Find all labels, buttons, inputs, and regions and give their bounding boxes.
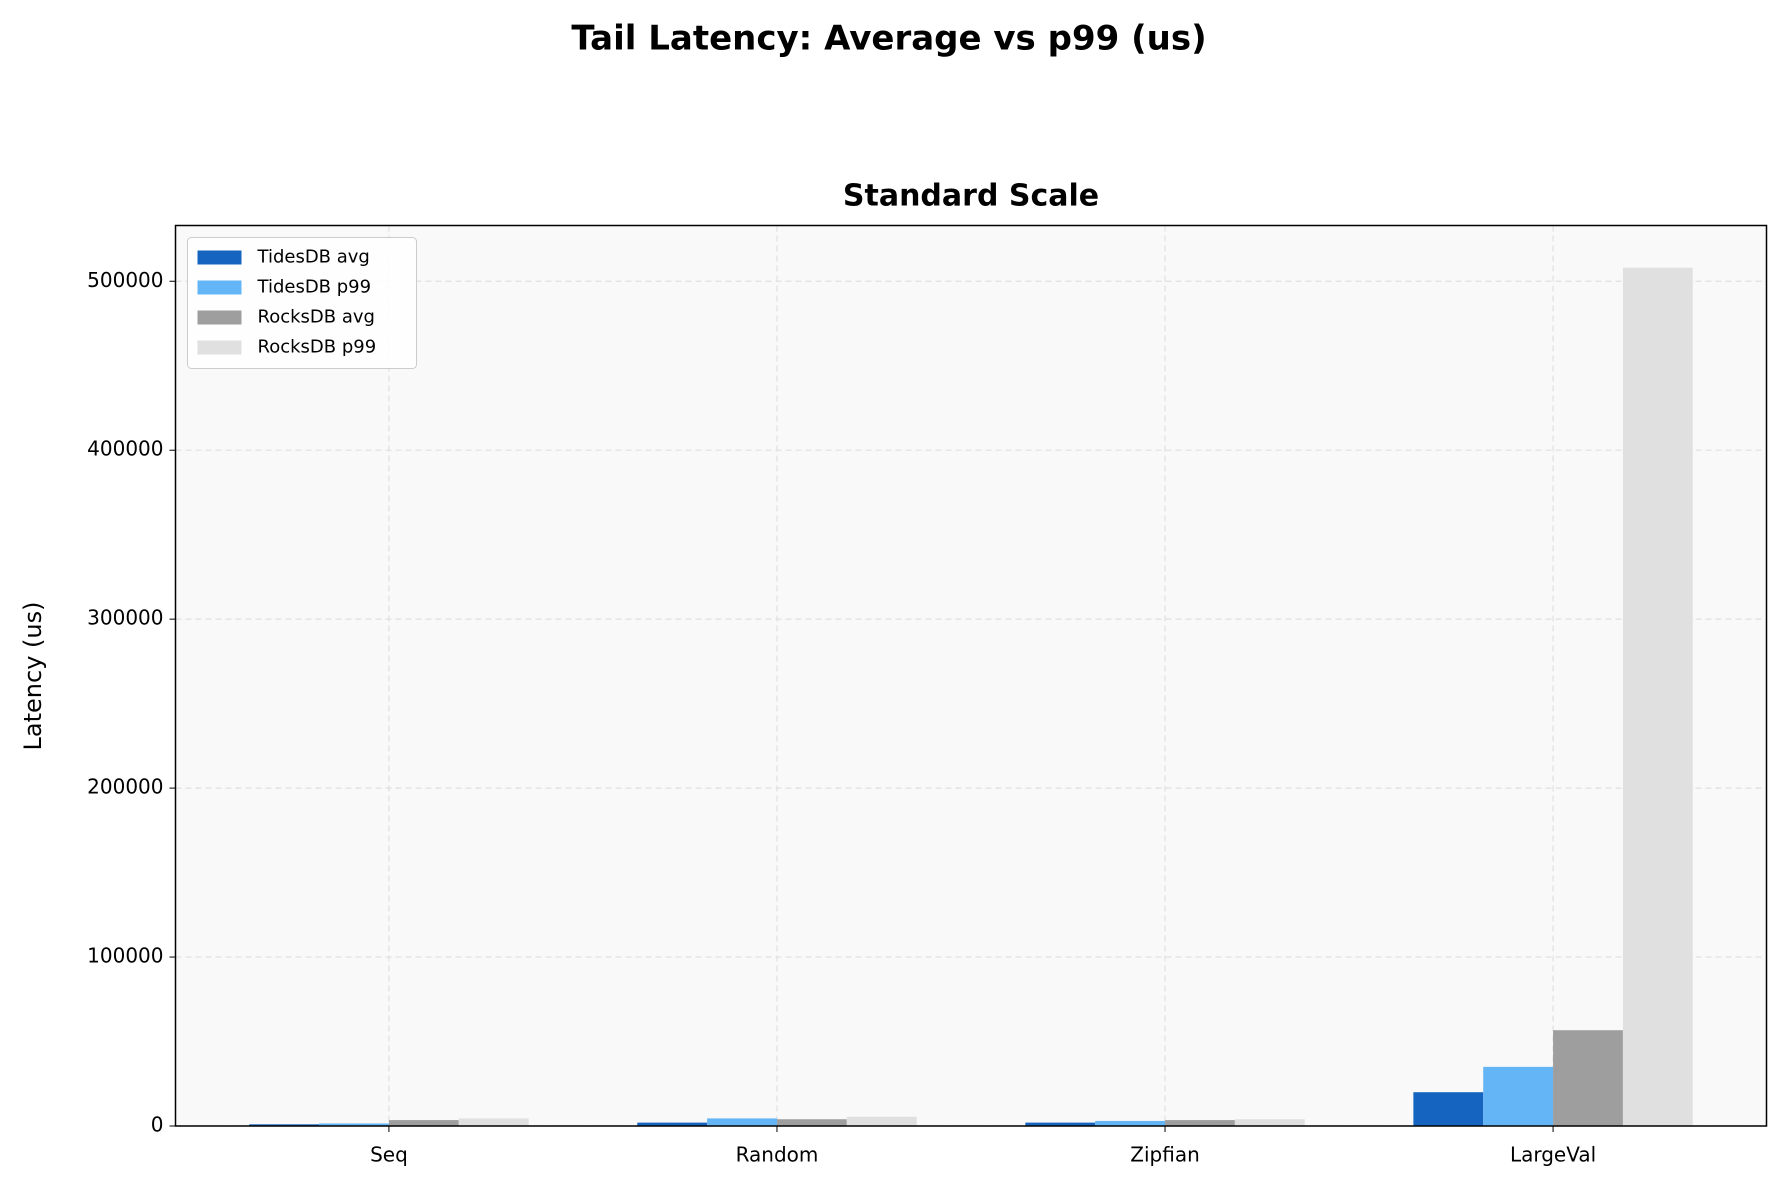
y-tick-label: 0 <box>151 1113 164 1137</box>
bar <box>1025 1122 1096 1126</box>
bar <box>319 1123 389 1126</box>
x-tick-label: Seq <box>370 1143 408 1167</box>
y-axis-label: Latency (us) <box>19 602 47 751</box>
bar <box>1622 267 1693 1127</box>
bar <box>846 1116 917 1126</box>
y-tick-label: 400000 <box>87 437 163 461</box>
bar <box>1483 1066 1554 1126</box>
y-tick-label: 500000 <box>87 268 163 292</box>
bar <box>776 1119 847 1126</box>
chart-subtitle: Standard Scale <box>843 179 1099 214</box>
bar <box>388 1120 459 1126</box>
legend-swatch <box>197 280 242 295</box>
legend-label: TidesDB avg <box>257 247 370 268</box>
y-tick-label: 100000 <box>87 944 163 968</box>
legend-box <box>187 237 417 369</box>
bar <box>1095 1120 1166 1126</box>
x-tick-label: LargeVal <box>1510 1143 1596 1167</box>
y-tick-label: 200000 <box>87 775 163 799</box>
bar <box>458 1118 529 1126</box>
chart-title: Tail Latency: Average vs p99 (us) <box>571 19 1206 59</box>
y-tick-label: 300000 <box>87 606 163 630</box>
plot-background <box>175 225 1767 1126</box>
bar <box>1413 1092 1484 1126</box>
bar <box>1165 1120 1235 1126</box>
x-tick-label: Zipfian <box>1130 1143 1199 1167</box>
legend-label: RocksDB p99 <box>258 337 377 358</box>
legend-swatch <box>197 250 242 265</box>
legend-swatch <box>197 310 242 325</box>
legend-swatch <box>197 340 242 355</box>
x-tick-label: Random <box>736 1143 819 1167</box>
bar <box>1553 1030 1623 1126</box>
legend-label: RocksDB avg <box>258 307 375 328</box>
bar <box>1234 1119 1305 1126</box>
plot-frame <box>174 224 1768 1127</box>
legend-label: TidesDB p99 <box>257 277 372 298</box>
bar <box>249 1124 320 1126</box>
bar <box>707 1118 777 1126</box>
bar <box>637 1122 708 1126</box>
